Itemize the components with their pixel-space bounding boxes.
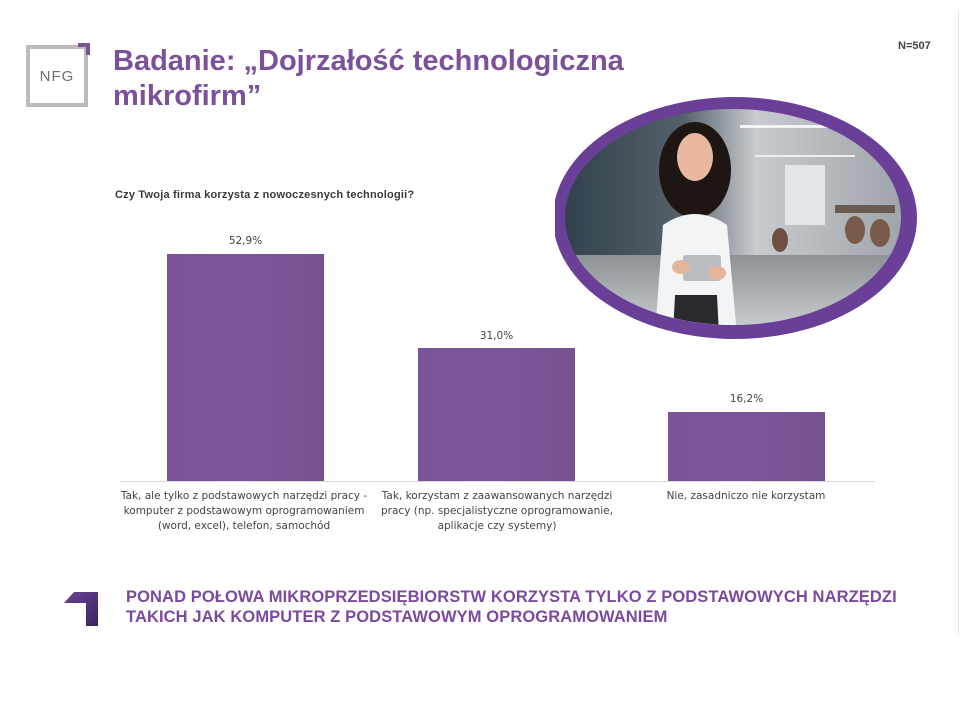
bar-advanced-tools [418, 348, 575, 481]
bar-value-label: 52,9% [228, 235, 263, 247]
nfg-logo: NFG [26, 43, 90, 107]
corner-arrow-icon [64, 592, 98, 626]
bar-basic-tools [167, 254, 324, 481]
logo-text: NFG [39, 67, 75, 85]
bar-value-label: 16,2% [729, 393, 764, 405]
category-label: Nie, zasadniczo nie korzystam [666, 490, 826, 502]
category-label: Tak, korzystam z zaawansowanych narzędzi… [381, 490, 613, 532]
page-title: Badanie: „Dojrzałość technologiczna mikr… [113, 45, 624, 112]
bar-no-tools [668, 412, 825, 481]
category-label: Tak, ale tylko z podstawowych narzędzi p… [120, 490, 368, 532]
businesswoman-photo [553, 95, 920, 340]
slide-edge-divider [958, 10, 959, 635]
conclusion-text: PONAD POŁOWA MIKROPRZEDSIĘBIORSTW KORZYS… [126, 588, 897, 626]
chart-question: Czy Twoja firma korzysta z nowoczesnych … [115, 189, 415, 201]
chart-baseline [120, 481, 875, 482]
photo-illustration [553, 97, 917, 339]
sample-size-label: N=507 [898, 40, 931, 52]
logo-corner-icon [78, 43, 90, 55]
bar-value-label: 31,0% [479, 330, 514, 342]
